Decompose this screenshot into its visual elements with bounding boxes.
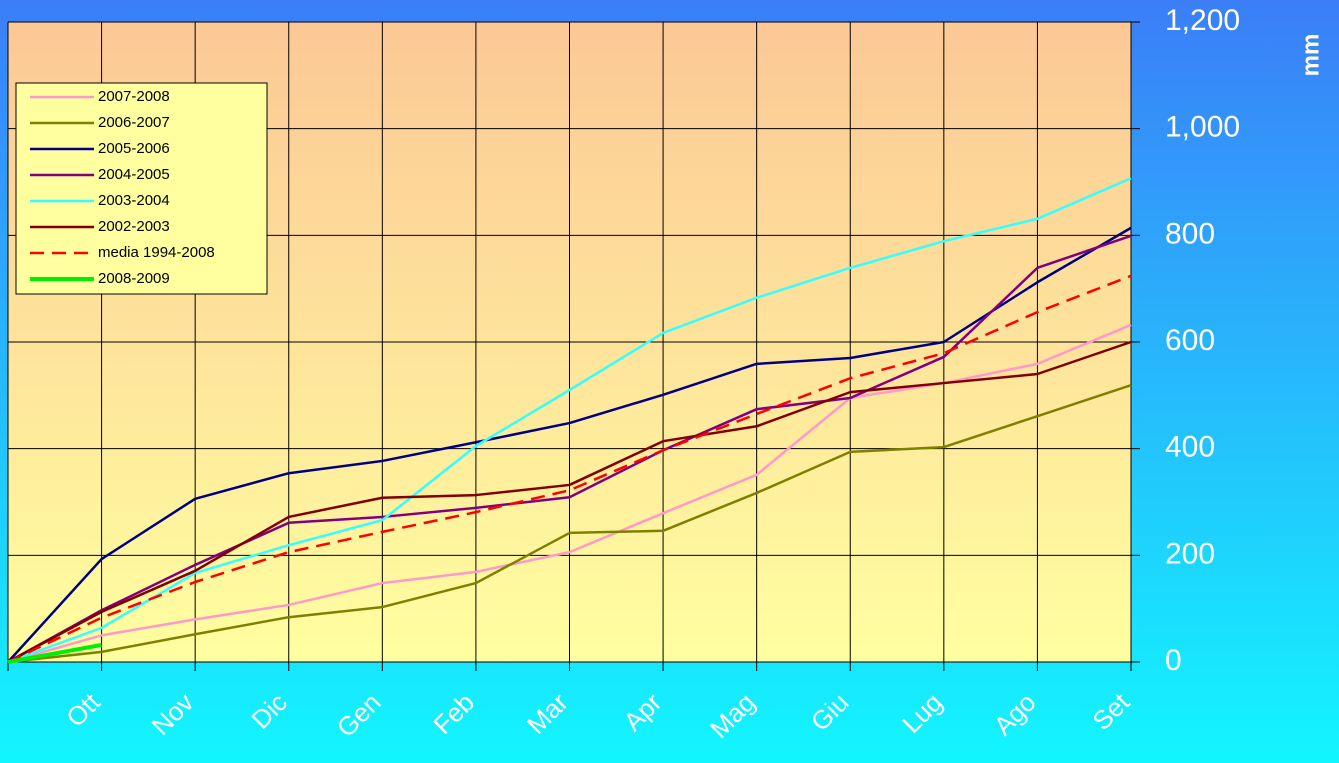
- y-tick-label: 800: [1165, 217, 1215, 250]
- series-line: [7, 340, 1132, 664]
- y-axis-label: mm: [1297, 34, 1324, 77]
- legend-label: 2006-2007: [98, 114, 170, 131]
- y-tick-label: 1,200: [1165, 4, 1240, 37]
- series-line: [7, 384, 1132, 664]
- y-tick-label: 0: [1165, 644, 1182, 677]
- y-tick-label: 400: [1165, 431, 1215, 464]
- legend-label: 2007-2008: [98, 88, 170, 105]
- series-line: [7, 234, 1132, 664]
- legend-label: 2005-2006: [98, 140, 170, 157]
- legend: 2007-2008 2006-2007 2005-2006 2004-2005 2003…: [15, 82, 268, 295]
- legend-label: media 1994-2008: [98, 244, 215, 261]
- series-line: [7, 177, 1132, 664]
- legend-label: 2004-2005: [98, 166, 170, 183]
- series-line: [7, 226, 1132, 663]
- legend-label: 2003-2004: [98, 192, 170, 209]
- legend-label: 2002-2003: [98, 218, 170, 235]
- legend-label: 2008-2009: [98, 270, 170, 287]
- y-tick-label: 1,000: [1165, 111, 1240, 144]
- series-line: [7, 274, 1132, 664]
- y-tick-label: 200: [1165, 537, 1215, 570]
- series-line: [7, 642, 102, 664]
- legend-box: [15, 82, 268, 295]
- y-tick-label: 600: [1165, 324, 1215, 357]
